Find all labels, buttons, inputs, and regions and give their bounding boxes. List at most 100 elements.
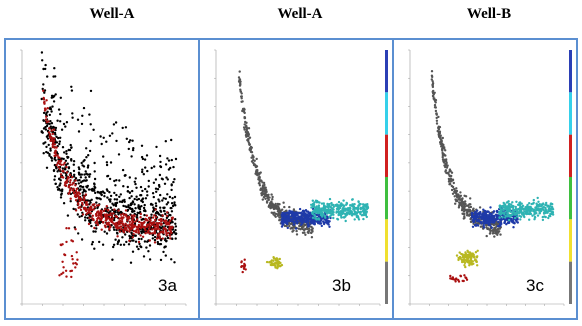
scatter-point [150,202,153,206]
scatter-point [164,163,168,166]
scatter-point [131,216,134,220]
scatter-point [343,209,347,212]
scatter-point [60,189,64,193]
scatter-point [90,224,93,228]
scatter-point [287,219,290,223]
scatter-point [84,193,88,196]
scatter-point [150,216,153,219]
scatter-point [300,220,303,223]
scatter-point [464,265,467,269]
scatter-point [93,177,97,181]
scatter-point [242,107,246,111]
scatter-point [46,107,49,110]
scatter-point [74,266,77,269]
scatter-point [153,235,157,239]
scatter-point [65,165,68,169]
scatter-point [169,228,172,231]
scatter-point [154,218,157,222]
scatter-point [547,208,551,211]
scatter-point [310,231,313,235]
scatter-point [532,198,535,202]
scatter-point [310,222,313,225]
scatter-point [45,145,48,149]
scatter-point [536,196,539,200]
scatter-point [488,232,492,235]
scatter-point [87,188,91,191]
scatter-point [158,237,161,240]
scatter-point [72,187,75,190]
scatter-point [314,217,318,220]
scatter-point [295,229,298,233]
scatter-point [451,185,455,189]
scatter-point [326,202,329,206]
scatter-point [435,116,438,120]
scatter-point [154,187,158,190]
scatter-point [168,234,171,237]
scatter-point [465,204,468,207]
scatter-point [123,200,126,203]
scatter-point [163,245,167,248]
scatter-series [470,206,519,229]
scatter-point [128,191,131,194]
scatter-point [68,173,72,177]
scatter-point [100,214,103,217]
scatter-point [163,219,166,223]
scatter-point [239,90,242,93]
scatter-point [528,206,531,209]
scatter-point [44,67,47,71]
scatter-point [57,108,61,111]
scatter-point [133,197,136,201]
scatter-series [310,197,370,223]
scatter-point [366,203,369,206]
scatter-point [45,115,48,119]
scatter-point [103,214,107,218]
scatter-point [440,139,443,142]
scatter-point [95,201,98,204]
scatter-point [53,146,56,149]
scatter-point [279,264,282,267]
scatter-point [170,210,174,213]
scatter-point [57,165,60,169]
scatter-point [271,198,274,201]
scatter-point [461,197,464,200]
scatter-point [159,209,162,212]
scatter-point [486,221,489,224]
scatter-point [96,217,99,221]
scatter-point [148,226,151,230]
scatter-point [115,231,119,235]
scatter-point [506,205,509,208]
scatter-point [143,213,146,217]
scatter-point [86,166,90,169]
scatter-point [112,243,116,246]
scatter-point [168,195,172,199]
scatter-point [496,233,499,236]
scatter-point [151,216,155,219]
scatter-point [505,223,508,226]
scatter-point [451,178,455,181]
scatter-point [132,230,136,233]
scatter-point [85,179,88,182]
scatter-point [331,209,334,212]
scatter-point [283,205,286,209]
scatter-point [68,148,72,152]
scatter-point [434,101,437,104]
scatter-point [496,225,500,228]
scatter-point [61,167,64,170]
scatter-point [323,221,327,224]
scatter-point [310,225,313,229]
scatter-point [127,243,131,246]
scatter-point [88,203,91,206]
scatter-point [339,214,342,217]
scatter-point [494,226,497,230]
scatter-point [42,98,46,101]
scatter-point [136,216,139,219]
scatter-point [95,219,99,223]
scatter-point [59,136,62,139]
scatter-point [463,212,466,216]
scatter-point [117,213,120,216]
scatter-point [72,163,76,166]
scatter-point [128,237,132,240]
scatter-point [126,190,130,193]
scatter-point [274,266,277,269]
scatter-panel-3a: 3a [4,38,200,320]
